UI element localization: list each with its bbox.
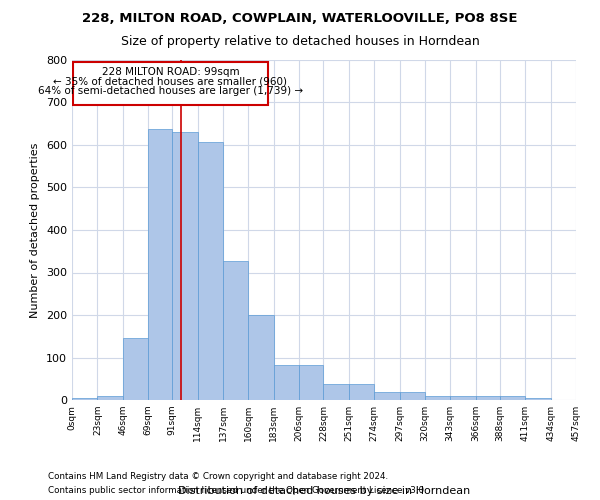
Bar — [274, 364, 299, 400]
Bar — [172, 132, 198, 400]
Bar — [72, 398, 97, 400]
FancyBboxPatch shape — [73, 62, 268, 106]
Bar — [450, 396, 476, 400]
Bar — [400, 392, 425, 400]
Bar — [500, 396, 525, 400]
Bar — [97, 396, 123, 400]
Text: ← 35% of detached houses are smaller (960): ← 35% of detached houses are smaller (96… — [53, 77, 287, 87]
Bar — [198, 142, 223, 400]
X-axis label: Distribution of detached houses by size in Horndean: Distribution of detached houses by size … — [178, 486, 470, 496]
Bar — [425, 396, 450, 400]
Text: 64% of semi-detached houses are larger (1,739) →: 64% of semi-detached houses are larger (… — [38, 86, 303, 97]
Bar — [525, 398, 551, 400]
Bar — [299, 364, 323, 400]
Bar — [248, 315, 274, 400]
Text: Contains public sector information licensed under the Open Government Licence v3: Contains public sector information licen… — [48, 486, 427, 495]
Bar — [123, 338, 148, 400]
Bar — [148, 129, 172, 400]
Bar — [476, 396, 500, 400]
Y-axis label: Number of detached properties: Number of detached properties — [31, 142, 40, 318]
Bar — [374, 392, 400, 400]
Text: 228, MILTON ROAD, COWPLAIN, WATERLOOVILLE, PO8 8SE: 228, MILTON ROAD, COWPLAIN, WATERLOOVILL… — [82, 12, 518, 26]
Bar — [349, 384, 374, 400]
Bar — [223, 260, 248, 400]
Text: Size of property relative to detached houses in Horndean: Size of property relative to detached ho… — [121, 35, 479, 48]
Text: 228 MILTON ROAD: 99sqm: 228 MILTON ROAD: 99sqm — [101, 67, 239, 77]
Text: Contains HM Land Registry data © Crown copyright and database right 2024.: Contains HM Land Registry data © Crown c… — [48, 472, 388, 481]
Bar — [323, 384, 349, 400]
